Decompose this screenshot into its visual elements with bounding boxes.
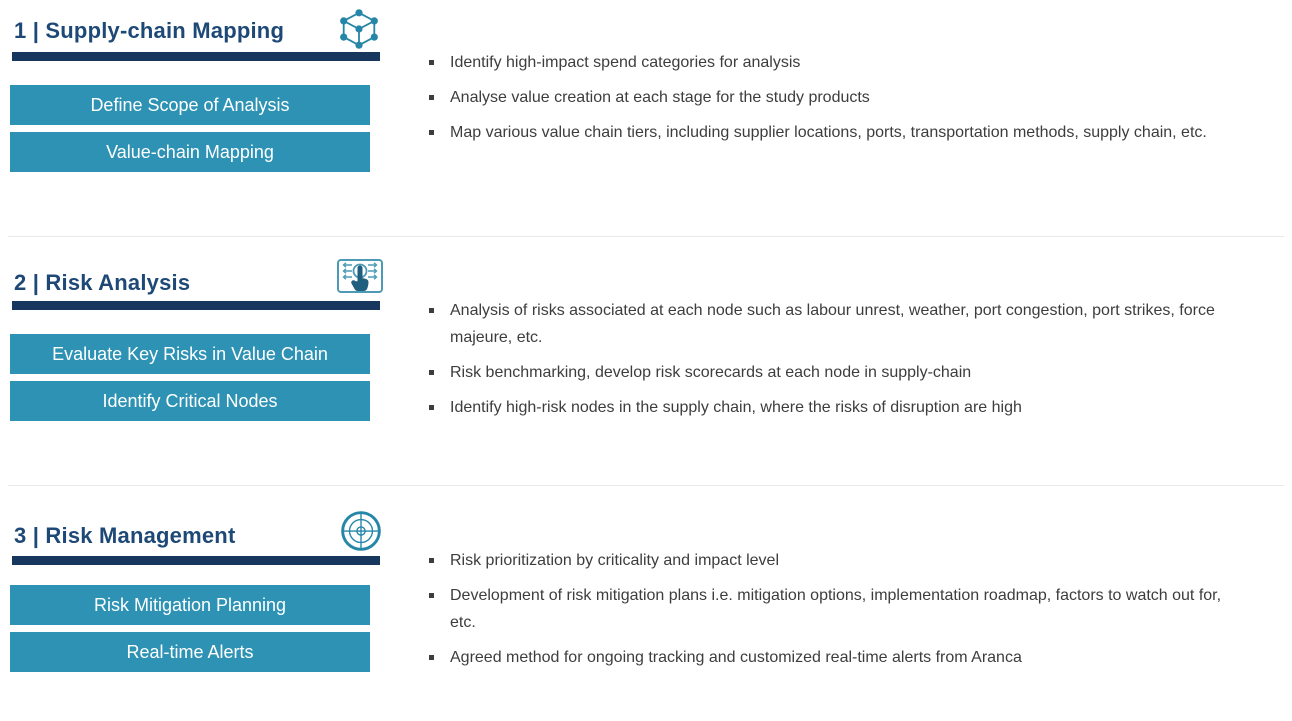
bullet-list: Analysis of risks associated at each nod… [427,297,1249,429]
section-title: 2 | Risk Analysis [14,270,191,295]
section-title: 3 | Risk Management [14,523,236,548]
touch-dashboard-icon [336,256,384,305]
bullet-list: Risk prioritization by criticality and i… [427,547,1249,679]
bullet-icon [429,370,434,375]
bullet-icon [429,95,434,100]
step-label-value-chain-mapping: Value-chain Mapping [10,132,370,172]
step-label-identify-critical-nodes: Identify Critical Nodes [10,381,370,421]
bullet-icon [429,405,434,410]
list-item: Identify high-risk nodes in the supply c… [427,394,1249,421]
title-underline [12,556,380,565]
bullet-text: Identify high-risk nodes in the supply c… [450,399,1022,416]
list-item: Risk benchmarking, develop risk scorecar… [427,359,1249,386]
bullet-icon [429,60,434,65]
bullet-text: Development of risk mitigation plans i.e… [450,587,1222,631]
step-label-risk-mitigation-planning: Risk Mitigation Planning [10,585,370,625]
list-item: Identify high-impact spend categories fo… [427,49,1249,76]
list-item: Agreed method for ongoing tracking and c… [427,644,1249,671]
bullet-text: Risk benchmarking, develop risk scorecar… [450,364,972,381]
bullet-icon [429,593,434,598]
bullet-text: Agreed method for ongoing tracking and c… [450,649,1022,666]
list-item: Analysis of risks associated at each nod… [427,297,1249,351]
bullet-icon [429,655,434,660]
list-item: Risk prioritization by criticality and i… [427,547,1249,574]
section-divider [8,236,1284,237]
network-cube-icon [332,5,386,58]
target-scope-icon [339,509,383,558]
step-label-define-scope: Define Scope of Analysis [10,85,370,125]
title-underline [12,301,380,310]
bullet-icon [429,308,434,313]
step-label-real-time-alerts: Real-time Alerts [10,632,370,672]
list-item: Development of risk mitigation plans i.e… [427,582,1249,636]
bullet-icon [429,130,434,135]
bullet-text: Analyse value creation at each stage for… [450,89,870,106]
title-underline [12,52,380,61]
list-item: Map various value chain tiers, including… [427,119,1249,146]
bullet-list: Identify high-impact spend categories fo… [427,49,1249,154]
bullet-icon [429,558,434,563]
section-divider [8,485,1284,486]
bullet-text: Identify high-impact spend categories fo… [450,54,801,71]
bullet-text: Map various value chain tiers, including… [450,124,1207,141]
step-label-evaluate-key-risks: Evaluate Key Risks in Value Chain [10,334,370,374]
bullet-text: Analysis of risks associated at each nod… [450,302,1215,346]
section-title: 1 | Supply-chain Mapping [14,18,285,43]
bullet-text: Risk prioritization by criticality and i… [450,552,779,569]
list-item: Analyse value creation at each stage for… [427,84,1249,111]
